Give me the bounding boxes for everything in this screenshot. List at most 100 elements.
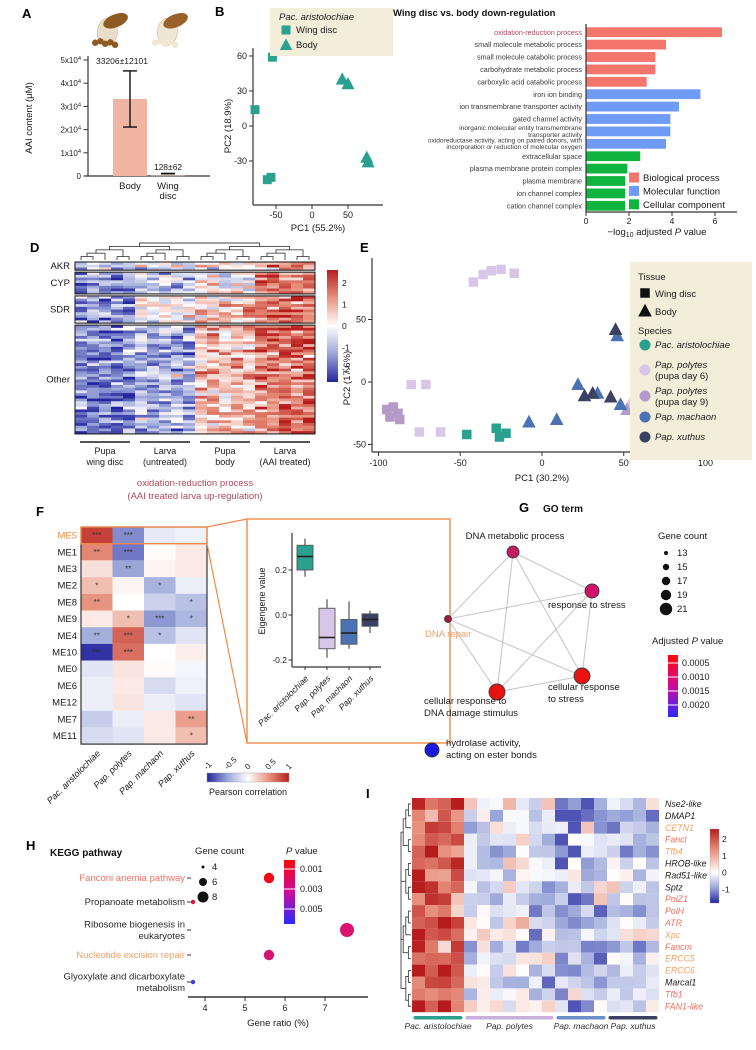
heatmap-cell <box>464 952 477 965</box>
heatmap-cell <box>451 917 464 929</box>
heatmap-cell <box>255 280 267 284</box>
data-point <box>395 414 405 425</box>
heatmap-cell <box>542 809 555 822</box>
heatmap-cell <box>207 384 219 388</box>
heatmap-cell <box>303 352 315 356</box>
heatmap-cell <box>620 893 633 906</box>
heatmap-cell <box>183 295 195 299</box>
heatmap-cell <box>183 344 195 348</box>
heatmap-cell <box>112 627 144 644</box>
heatmap-cell <box>464 917 477 929</box>
heatmap-cell <box>503 845 516 858</box>
heatmap-cell <box>195 376 207 380</box>
heatmap-cell <box>135 417 147 421</box>
heatmap-cell <box>231 379 243 383</box>
heatmap-cell <box>231 395 243 399</box>
heatmap-cell <box>99 349 111 353</box>
heatmap-cell <box>529 821 542 834</box>
text-el: (untreated) <box>143 457 187 467</box>
data-point <box>478 269 488 280</box>
heatmap-cell <box>231 401 243 405</box>
data-point <box>496 264 506 275</box>
heatmap-cell <box>412 857 425 870</box>
heatmap-cell <box>231 404 243 408</box>
heatmap-cell <box>111 382 123 386</box>
heatmap-cell <box>183 398 195 402</box>
heatmap-cell <box>477 940 490 953</box>
pupa-photo <box>91 13 128 49</box>
heatmap-cell <box>99 285 111 289</box>
heatmap-cell <box>171 414 183 418</box>
heatmap-cell <box>207 333 219 337</box>
heatmap-cell <box>87 267 99 271</box>
heatmap-cell <box>464 964 477 977</box>
col-group-label: Larva <box>154 446 177 456</box>
heatmap-cell <box>231 288 243 292</box>
heatmap-cell <box>303 417 315 421</box>
heatmap-cell <box>219 338 231 342</box>
heatmap-cell <box>135 336 147 340</box>
heatmap-cell <box>291 393 303 397</box>
heatmap-cell <box>255 382 267 386</box>
heatmap-cell <box>159 414 171 418</box>
bar <box>586 64 656 75</box>
heatmap-cell <box>291 336 303 340</box>
heatmap-cell <box>464 798 477 810</box>
heatmap-cell <box>279 314 291 318</box>
heatmap-cell <box>123 371 135 375</box>
heatmap-cell <box>99 428 111 432</box>
heatmap-cell <box>207 390 219 394</box>
heatmap-cell <box>219 409 231 413</box>
heatmap-cell <box>267 414 279 418</box>
heatmap-cell <box>243 414 255 418</box>
heatmap-cell <box>646 964 659 977</box>
heatmap-cell <box>87 344 99 348</box>
heatmap-cell <box>231 295 243 299</box>
heatmap-cell <box>99 346 111 350</box>
heatmap-cell <box>490 833 503 846</box>
legend-title: Tissue <box>638 272 666 283</box>
heatmap-cell <box>111 390 123 394</box>
network-node-cellular-response-to-dna-damage-stimulus <box>488 683 506 701</box>
heatmap-cell <box>183 401 195 405</box>
heatmap-cell <box>231 390 243 394</box>
heatmap-cell <box>568 845 581 858</box>
heatmap-cell <box>255 420 267 424</box>
heatmap-cell <box>243 428 255 432</box>
heatmap-cell <box>144 710 176 728</box>
heatmap-cell <box>568 893 581 906</box>
text-el: transporter activity <box>528 132 583 139</box>
heatmap-cell <box>219 262 231 266</box>
heatmap-cell <box>183 285 195 289</box>
heatmap-cell <box>135 404 147 408</box>
heatmap-cell <box>243 277 255 281</box>
heatmap-cell <box>207 301 219 305</box>
heatmap-cell <box>255 327 267 331</box>
heatmap-cell <box>123 412 135 416</box>
legend-size-dot <box>662 563 670 571</box>
heatmap-cell <box>291 425 303 429</box>
heatmap-cell <box>633 821 646 834</box>
heatmap-cell <box>183 393 195 397</box>
heatmap-cell <box>542 1000 555 1013</box>
network-edge <box>447 551 514 620</box>
heatmap-cell <box>99 298 111 302</box>
heatmap-cell <box>620 845 633 858</box>
row-group-label: SDR <box>50 305 70 316</box>
heatmap-cell <box>279 309 291 313</box>
heatmap-cell <box>503 833 516 846</box>
heatmap-cell <box>195 341 207 345</box>
heatmap-cell <box>75 341 87 345</box>
heatmap-cell <box>291 374 303 378</box>
legend-item-label: Body <box>655 307 677 318</box>
heatmap-cell <box>303 406 315 410</box>
heatmap-cell <box>255 312 267 316</box>
heatmap-cell <box>111 327 123 331</box>
heatmap-cell <box>267 327 279 331</box>
heatmap-cell <box>87 401 99 405</box>
heatmap-cell <box>477 881 490 894</box>
heatmap-cell <box>99 309 111 313</box>
heatmap-cell <box>243 352 255 356</box>
line-el <box>206 518 248 528</box>
